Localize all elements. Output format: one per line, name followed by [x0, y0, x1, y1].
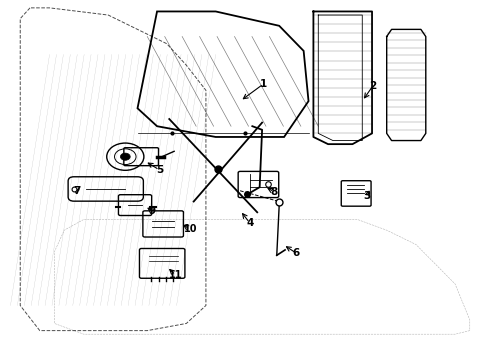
Text: 4: 4: [246, 218, 253, 228]
Text: 2: 2: [369, 81, 377, 91]
Text: 11: 11: [169, 270, 182, 280]
Text: 1: 1: [260, 79, 267, 89]
Text: 8: 8: [270, 187, 278, 197]
Text: 9: 9: [148, 206, 156, 216]
Text: 3: 3: [364, 191, 371, 201]
Text: 10: 10: [184, 225, 197, 234]
Text: 6: 6: [293, 248, 300, 258]
Text: 7: 7: [74, 186, 81, 197]
Text: 5: 5: [156, 165, 163, 175]
Circle shape: [121, 153, 130, 160]
